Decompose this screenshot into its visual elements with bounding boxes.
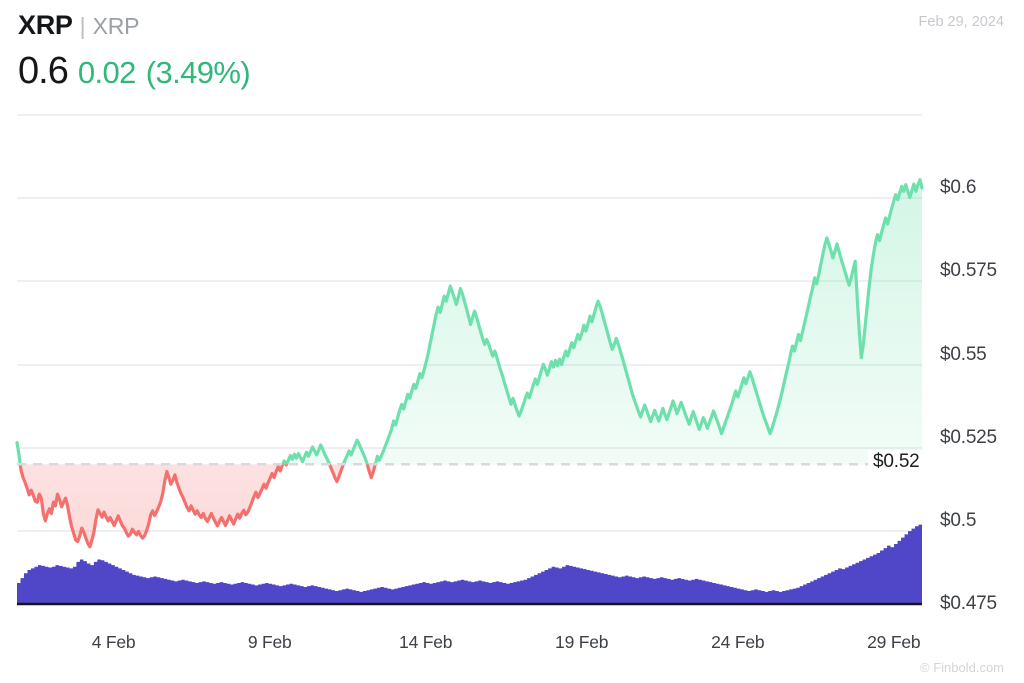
- price-row: 0.6 0.02 (3.49%): [18, 50, 251, 92]
- price-change-absolute: 0.02: [77, 55, 137, 90]
- x-axis-label-2: 14 Feb: [399, 632, 453, 652]
- y-axis-label-0: $0.6: [940, 177, 977, 198]
- as-of-date: Feb 29, 2024: [918, 14, 1004, 30]
- price-chart-plot: [0, 108, 1024, 608]
- price-line-up: [15, 178, 924, 465]
- x-axis-label-3: 19 Feb: [555, 632, 609, 652]
- volume-area: [17, 523, 922, 604]
- x-axis-label-0: 4 Feb: [91, 632, 136, 652]
- y-axis-label-1: $0.575: [940, 260, 997, 281]
- reference-price-badge: $0.52: [868, 450, 925, 475]
- x-axis-label-5: 29 Feb: [867, 632, 921, 652]
- price-area-below-baseline: [17, 464, 922, 547]
- ticker-symbol: XRP: [18, 10, 73, 40]
- price-line-down: [18, 464, 378, 549]
- symbol-separator: |: [79, 13, 86, 39]
- y-axis-label-4: $0.5: [940, 510, 977, 531]
- x-axis-label-1: 9 Feb: [247, 632, 292, 652]
- x-axis-label-4: 24 Feb: [711, 632, 765, 652]
- chart-canvas: [15, 114, 924, 606]
- y-axis-label-5: $0.475: [940, 593, 997, 614]
- y-axis-label-2: $0.55: [940, 344, 987, 365]
- watermark: © Finbold.com: [920, 660, 1004, 675]
- y-axis-label-3: $0.525: [940, 427, 997, 448]
- current-price: 0.6: [18, 50, 69, 92]
- symbol-row: XRP | XRP: [18, 12, 250, 39]
- price-change-percent: (3.49%): [145, 55, 251, 90]
- ticker-name: XRP: [92, 13, 140, 39]
- chart-header: XRP | XRP 0.6 0.02 (3.49%): [18, 12, 251, 92]
